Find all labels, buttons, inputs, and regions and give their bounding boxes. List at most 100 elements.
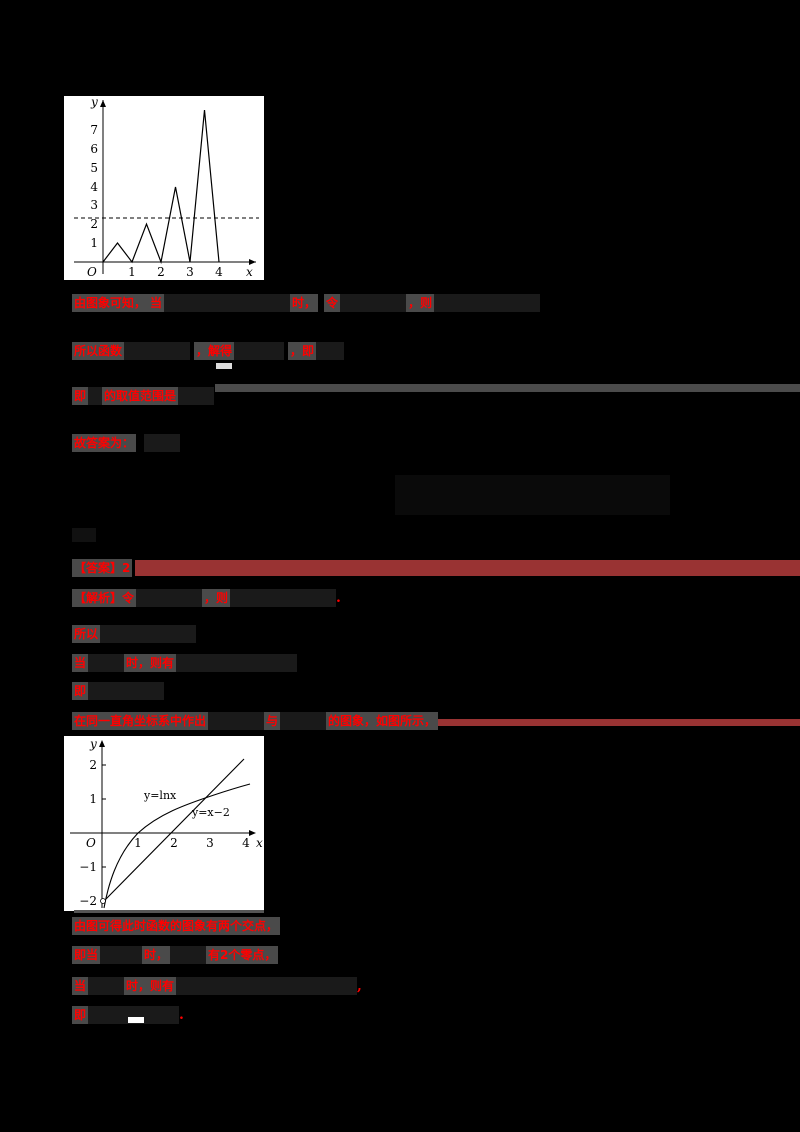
text-segment: ，解得	[194, 342, 235, 360]
piecewise-chart-svg: 1 2 3 4 5 6 7 1 2 3 4 O x y	[74, 96, 259, 279]
math-expression	[88, 654, 125, 672]
math-expression	[316, 342, 345, 360]
math-expression	[280, 712, 327, 730]
text-line-8: 当 时，则有	[72, 652, 298, 674]
text-line-4: 故答案为：	[72, 432, 181, 454]
math-expression	[88, 977, 125, 995]
y-tick-neg2: −2	[79, 894, 97, 908]
x-tick-4: 4	[215, 265, 223, 279]
white-mark	[128, 1017, 144, 1023]
math-expression	[88, 387, 103, 405]
y-tick-3: 3	[90, 198, 98, 212]
punct: ,	[357, 978, 362, 994]
text-segment: 时，则有	[124, 654, 177, 672]
text-line-7: 所以	[72, 623, 197, 645]
text-segment: 所以函数	[72, 342, 125, 360]
lnx-curve-label: y=lnx	[143, 789, 177, 802]
math-expression	[88, 682, 165, 700]
text-line-12: 即当 时， 有2个零点，	[72, 944, 279, 966]
figure-piecewise-graph: 1 2 3 4 5 6 7 1 2 3 4 O x y	[64, 96, 264, 280]
math-expression	[88, 1006, 180, 1024]
text-segment: 有2个零点，	[206, 946, 279, 964]
punct: .	[336, 590, 341, 606]
y-tick-1: 1	[90, 236, 98, 250]
line-curve-label: y=x−2	[191, 806, 230, 819]
text-segment: 即当	[72, 946, 101, 964]
section-bar	[432, 719, 800, 726]
x-tick-3: 3	[206, 836, 214, 850]
figure-bottom-strip	[74, 910, 264, 913]
math-expression	[178, 387, 215, 405]
text-segment: 当	[72, 654, 89, 672]
x-axis-label: x	[256, 836, 263, 850]
text-segment: 【解析】令	[72, 589, 137, 607]
analysis-line: 【解析】令 ，则 .	[72, 587, 341, 609]
answer-bar	[135, 560, 800, 576]
math-expression	[100, 625, 197, 643]
text-segment: 即	[72, 682, 89, 700]
origin-label: O	[86, 836, 96, 850]
text-segment: 时，	[142, 946, 171, 964]
text-line-13: 当 时，则有 ,	[72, 975, 362, 997]
y-tick-4: 4	[90, 180, 98, 194]
text-segment: 在同一直角坐标系中作出	[72, 712, 209, 730]
text-segment: 故答案为：	[72, 434, 137, 452]
text-line-10: 在同一直角坐标系中作出 与 的图象，如图所示，	[72, 710, 439, 732]
math-expression	[144, 434, 181, 452]
x-tick-2: 2	[170, 836, 178, 850]
figure-lnx-graph: 2 1 −1 −2 1 2 3 4 O x y y=lnx y=x−2	[64, 736, 264, 911]
text-segment: 时，	[290, 294, 319, 312]
answer-label: 【答案】2	[72, 559, 133, 577]
text-segment: 令	[324, 294, 341, 312]
text-segment: 由图可得此时函数的图象有两个交点，	[72, 917, 281, 935]
math-expression	[124, 342, 191, 360]
text-segment: ，则	[406, 294, 435, 312]
x-tick-4: 4	[242, 836, 250, 850]
y-tick-2: 2	[89, 758, 97, 772]
y-tick-5: 5	[90, 161, 98, 175]
math-expression	[208, 712, 265, 730]
math-expression	[136, 589, 203, 607]
math-expression	[434, 294, 541, 312]
y-axis-label: y	[90, 96, 98, 109]
lnx-chart-svg: 2 1 −1 −2 1 2 3 4 O x y y=lnx y=x−2	[70, 737, 263, 909]
y-tick-neg1: −1	[79, 860, 97, 874]
text-line-9: 即	[72, 680, 165, 702]
y-tick-2: 2	[90, 217, 98, 231]
text-segment: 时，则有	[124, 977, 177, 995]
x-tick-1: 1	[134, 836, 142, 850]
text-segment: 的取值范围是	[102, 387, 179, 405]
y-tick-1: 1	[89, 792, 97, 806]
y-tick-6: 6	[90, 142, 98, 156]
math-expression	[164, 294, 291, 312]
text-line-3: 即 的取值范围是	[72, 385, 215, 407]
text-segment: 当	[148, 294, 165, 312]
formula-block	[395, 475, 670, 515]
text-segment: ，即	[288, 342, 317, 360]
x-tick-1: 1	[128, 265, 136, 279]
formula-fragment	[72, 528, 96, 542]
math-expression	[176, 654, 298, 672]
x-tick-2: 2	[157, 265, 165, 279]
math-expression	[176, 977, 358, 995]
text-line-1: 由图象可知， 当 时， 令 ，则	[72, 292, 541, 314]
text-segment: 即	[72, 1006, 89, 1024]
text-segment: 与	[264, 712, 281, 730]
divider-bar	[215, 384, 800, 392]
y-tick-7: 7	[90, 123, 98, 137]
text-segment: 的图象，如图所示，	[326, 712, 439, 730]
math-expression	[340, 294, 407, 312]
math-expression	[100, 946, 143, 964]
answer-line: 【答案】2	[72, 557, 133, 579]
text-segment: 所以	[72, 625, 101, 643]
text-segment: 由图象可知，	[72, 294, 149, 312]
x-tick-3: 3	[186, 265, 194, 279]
math-expression	[234, 342, 285, 360]
white-mark	[216, 363, 232, 369]
text-segment: ，则	[202, 589, 231, 607]
punct: .	[179, 1007, 184, 1023]
text-segment: 即	[72, 387, 89, 405]
text-segment: 当	[72, 977, 89, 995]
origin-label: O	[87, 265, 97, 279]
text-line-14: 即 .	[72, 1004, 184, 1026]
